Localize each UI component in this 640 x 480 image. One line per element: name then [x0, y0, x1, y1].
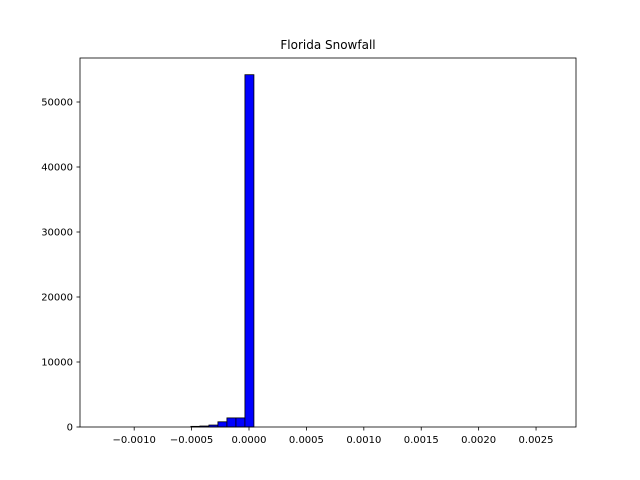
bar — [244, 74, 255, 428]
y-tick-label: 50000 — [41, 98, 73, 109]
y-tick-label: 20000 — [41, 293, 73, 304]
x-tick-label: 0.0020 — [461, 435, 496, 446]
chart-title: Florida Snowfall — [280, 38, 375, 52]
y-tick-label: 40000 — [41, 163, 73, 174]
y-tick-label: 10000 — [41, 358, 73, 369]
plot-frame — [79, 57, 577, 428]
y-tick-label: 30000 — [41, 228, 73, 239]
y-tick-label: 0 — [67, 423, 73, 434]
bar — [226, 417, 237, 428]
x-tick-label: 0.0005 — [289, 435, 324, 446]
x-tick-label: 0.0010 — [346, 435, 381, 446]
bar — [217, 421, 228, 428]
x-tick-label: 0.0025 — [519, 435, 554, 446]
bar — [235, 417, 246, 428]
x-tick-label: −0.0005 — [170, 435, 213, 446]
x-tick-label: −0.0010 — [113, 435, 156, 446]
x-tick-label: 0.0015 — [404, 435, 439, 446]
x-tick-label: 0.0000 — [232, 435, 267, 446]
